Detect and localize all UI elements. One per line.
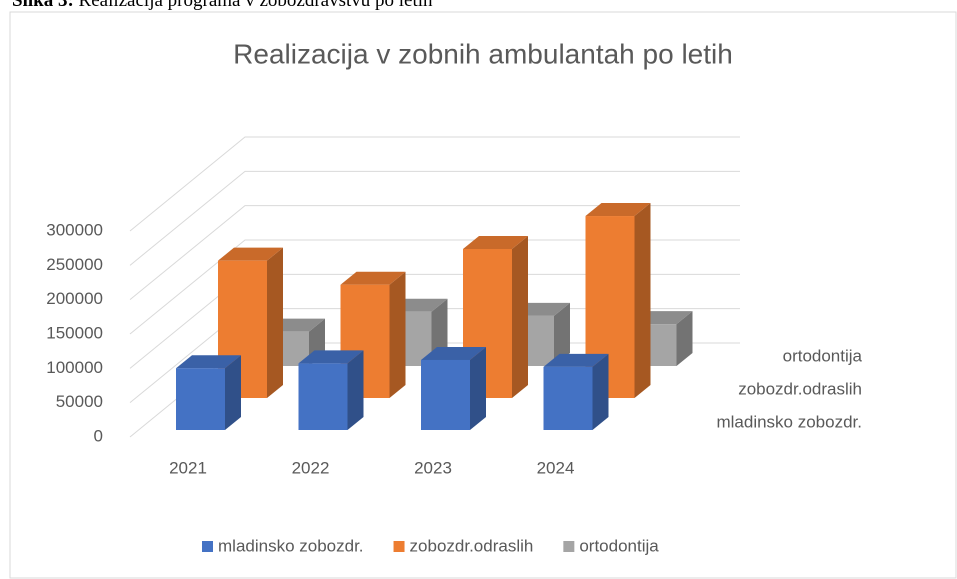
bar-side: [470, 346, 486, 430]
bar-side: [634, 203, 651, 398]
legend-label: mladinsko zobozdr.: [218, 536, 364, 555]
depth-label: zobozdr.odraslih: [738, 379, 862, 398]
x-tick-label: 2023: [414, 458, 452, 477]
bar-top: [298, 350, 364, 364]
bar-side: [225, 355, 241, 430]
depth-label: mladinsko zobozdr.: [716, 412, 862, 431]
caption-text: Realizacija programa v zobozdravstvu po …: [78, 0, 433, 11]
bar-top: [463, 235, 528, 249]
y-tick-label: 200000: [46, 289, 103, 308]
bar: [176, 368, 225, 430]
bar-top: [543, 353, 609, 367]
y-tick-label: 300000: [46, 220, 103, 239]
caption-label: Slika 3:: [12, 0, 74, 11]
bar-side: [347, 350, 364, 430]
bar-side: [676, 311, 693, 366]
legend-swatch: [393, 541, 405, 552]
bar-top: [218, 247, 283, 261]
bar-top: [340, 271, 406, 285]
legend-swatch: [563, 541, 575, 552]
y-tick-label: 50000: [56, 392, 103, 411]
bar-side: [267, 247, 283, 398]
chart-title: Realizacija v zobnih ambulantah po letih: [233, 38, 733, 69]
y-tick-label: 150000: [46, 323, 103, 342]
bar: [543, 366, 593, 430]
bar-side: [512, 235, 528, 398]
depth-label: ortodontija: [783, 346, 863, 365]
chart-frame: [9, 11, 957, 579]
legend-label: ortodontija: [579, 536, 659, 555]
y-tick-label: 100000: [46, 358, 103, 377]
bar-side: [389, 271, 406, 398]
grid-line: [129, 205, 740, 301]
grid-line: [129, 239, 740, 335]
grid-line: [129, 136, 740, 232]
caption: Slika 3: Realizacija programa v zobozdra…: [12, 0, 433, 12]
bar-top: [421, 346, 486, 360]
bar-top: [585, 203, 651, 217]
legend-swatch: [202, 541, 213, 552]
legend-label: zobozdr.odraslih: [410, 536, 534, 555]
y-tick-label: 0: [94, 426, 103, 445]
bar-side: [554, 302, 570, 366]
x-tick-label: 2022: [292, 458, 330, 477]
y-tick-label: 250000: [46, 255, 103, 274]
bar: [421, 359, 470, 430]
x-tick-label: 2021: [169, 458, 207, 477]
bar-side: [592, 353, 609, 430]
grid-line: [129, 170, 740, 266]
bar: [298, 363, 348, 430]
x-tick-label: 2024: [537, 458, 575, 477]
bar-top: [176, 355, 241, 369]
